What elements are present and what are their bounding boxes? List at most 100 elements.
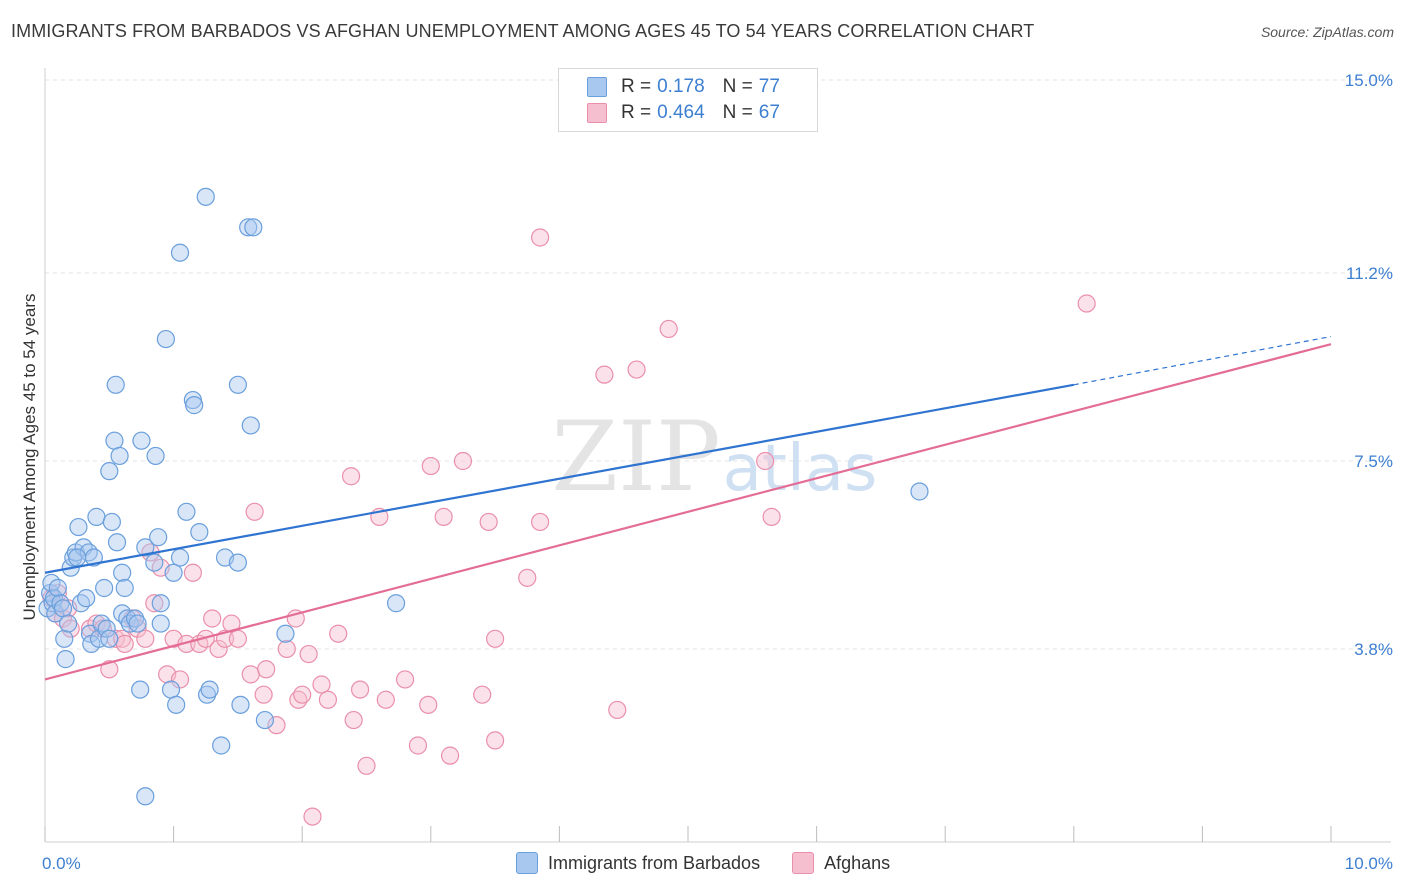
barbados-point	[48, 578, 67, 598]
afghans-point	[183, 563, 202, 582]
afghans-point	[357, 756, 376, 775]
barbados-point	[185, 396, 204, 415]
afghans-point	[241, 665, 260, 684]
afghans-point	[312, 675, 331, 694]
afghans-point	[473, 685, 492, 704]
x-tick-label-min: 0.0%	[42, 854, 81, 873]
legend-swatch-blue	[516, 852, 538, 874]
afghans-point	[421, 456, 440, 476]
barbados-point	[170, 243, 190, 262]
barbados-point	[164, 563, 183, 582]
afghans-point	[627, 360, 646, 379]
n-label: N =	[722, 76, 753, 97]
barbados-point	[87, 507, 106, 526]
afghans-point	[762, 507, 781, 526]
afghans-point	[318, 690, 338, 709]
afghans-point	[531, 228, 550, 247]
barbados-point	[228, 375, 247, 394]
barbados-point	[197, 685, 217, 704]
afghans-point	[434, 507, 453, 526]
barbados-point	[156, 329, 175, 349]
afghans-point	[486, 629, 505, 648]
afghans-point	[303, 807, 322, 826]
afghans-point	[518, 568, 537, 587]
barbados-point	[239, 218, 258, 237]
barbados-point	[149, 528, 168, 547]
legend-item-afghans[interactable]: Afghans	[792, 852, 890, 874]
tick-labels: 3.8% 7.5% 11.2% 15.0% 0.0% 10.0%	[42, 71, 1393, 873]
barbados-point	[56, 650, 75, 669]
legend-row-afghans: R = 0.464 N = 67	[587, 100, 780, 126]
barbados-point	[136, 787, 155, 806]
barbados-point	[228, 553, 247, 572]
afghans-point	[486, 731, 505, 750]
legend-label-afghans: Afghans	[824, 852, 891, 873]
barbados-trend-line	[44, 383, 1074, 574]
barbados-point	[55, 629, 74, 648]
barbados-point	[161, 680, 181, 699]
barbados-point	[59, 614, 78, 633]
n-value-afghans: 67	[758, 102, 780, 123]
afghans-point	[608, 700, 627, 720]
afghans-point	[257, 660, 276, 679]
barbados-point	[177, 502, 196, 521]
barbados-point	[170, 548, 190, 567]
r-label: R =	[621, 76, 652, 97]
n-label: N =	[722, 102, 753, 123]
afghans-point	[756, 451, 775, 471]
legend-swatch-pink	[792, 852, 815, 874]
afghans-point	[293, 685, 312, 704]
barbados-points	[38, 187, 929, 806]
barbados-point	[100, 629, 119, 648]
barbados-point	[106, 375, 125, 394]
barbados-point	[89, 629, 109, 648]
barbados-point	[92, 614, 111, 633]
n-value-barbados: 77	[758, 76, 780, 97]
afghans-point	[245, 502, 264, 521]
afghans-point	[344, 710, 363, 730]
legend-label-barbados: Immigrants from Barbados	[548, 852, 761, 873]
barbados-point	[131, 680, 150, 699]
barbados-point	[113, 563, 132, 582]
afghans-point	[136, 629, 155, 648]
barbados-point	[244, 218, 263, 237]
source-label: Source: ZipAtlas.com	[1260, 24, 1394, 40]
y-tick-label: 3.8%	[1354, 640, 1393, 659]
barbados-trend-extension	[1073, 335, 1332, 386]
barbados-point	[190, 523, 209, 542]
barbados-point	[167, 695, 186, 714]
r-label: R =	[621, 102, 652, 123]
x-tick-label-max: 10.0%	[1345, 854, 1393, 873]
afghans-point	[453, 451, 473, 471]
barbados-point	[95, 578, 114, 598]
afghans-point	[419, 695, 438, 714]
legend-item-barbados[interactable]: Immigrants from Barbados	[516, 852, 760, 874]
y-tick-label: 15.0%	[1345, 71, 1393, 90]
r-value-afghans: 0.464	[657, 102, 705, 123]
barbados-point	[107, 533, 127, 552]
series-legend: Immigrants from Barbados Afghans	[516, 852, 922, 874]
y-tick-label: 7.5%	[1354, 452, 1393, 471]
afghans-point	[341, 467, 361, 486]
stats-legend: R = 0.178 N = 77 R = 0.464 N = 67	[558, 68, 818, 132]
afghans-point	[376, 690, 395, 709]
barbados-point	[128, 614, 147, 633]
afghans-point	[203, 609, 222, 628]
afghans-point	[329, 624, 348, 643]
afghans-point	[170, 670, 190, 689]
afghans-point	[277, 639, 296, 659]
afghans-point	[479, 512, 498, 532]
afghans-point	[254, 685, 273, 704]
afghans-point	[209, 639, 228, 659]
barbados-point	[151, 614, 170, 633]
y-tick-label: 11.2%	[1346, 264, 1393, 283]
watermark: ZIP atlas	[551, 401, 877, 513]
barbados-point	[386, 594, 406, 613]
barbados-point	[115, 578, 134, 598]
barbados-point	[102, 512, 121, 532]
afghans-point	[267, 716, 286, 735]
barbados-point	[69, 517, 88, 537]
trend-lines	[44, 335, 1332, 681]
afghans-point	[100, 660, 119, 679]
y-axis-label: Unemployment Among Ages 45 to 54 years	[20, 293, 39, 621]
